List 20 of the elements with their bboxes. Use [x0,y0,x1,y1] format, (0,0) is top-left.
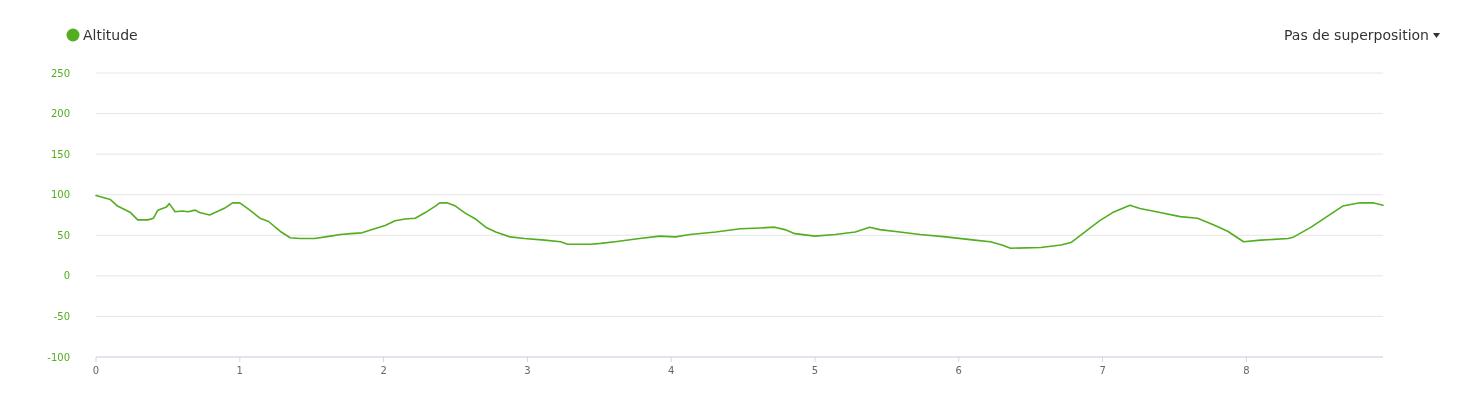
y-tick-label: -50 [53,310,70,322]
y-tick-label: 0 [63,270,70,282]
y-tick-label: -100 [47,351,70,363]
legend-label: Altitude [83,27,138,43]
x-tick-label: 4 [668,365,675,376]
y-tick-label: 150 [50,148,70,160]
x-tick-label: 0 [92,365,100,376]
text: Pas de superposition [1284,27,1429,43]
x-tick-label: 5 [811,365,819,376]
y-tick-label: 200 [50,108,70,120]
y-tick-label: 50 [57,229,70,241]
x-tick-label: 1 [236,365,243,376]
x-tick-label: 8 [1243,365,1250,376]
line-series [95,194,1384,250]
y-tick-label: 100 [50,189,70,201]
x-tick-label: 6 [955,365,962,376]
x-tick-label: 7 [1099,365,1106,376]
x-tick-label: 2 [380,365,387,376]
x-tick-label: 3 [524,365,531,376]
y-tick-label: 250 [50,67,70,79]
